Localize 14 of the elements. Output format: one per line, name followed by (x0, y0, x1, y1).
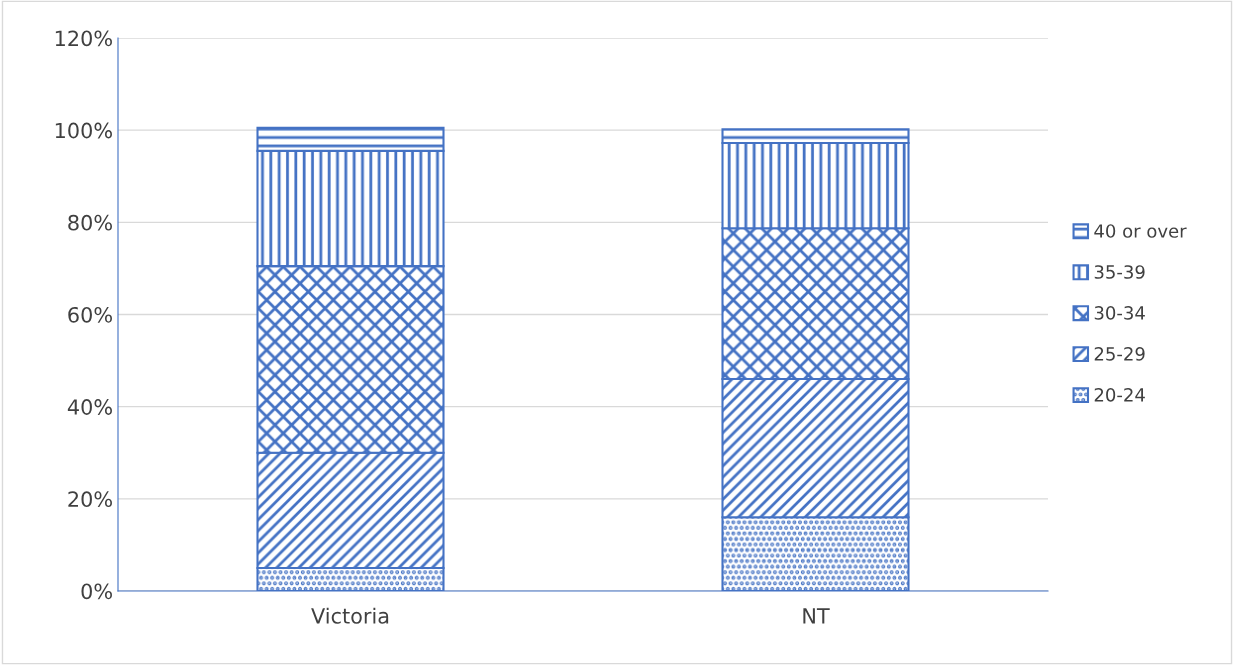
legend-label: 40 or over (1094, 224, 1187, 238)
y-tick-label: 20% (68, 491, 112, 508)
y-tick-label: 60% (68, 306, 112, 323)
legend-label: 35-39 (1094, 265, 1145, 279)
x-tick-label: Victoria (311, 607, 389, 624)
x-tick-label: NT (803, 608, 830, 624)
legend-label: 20-24 (1094, 387, 1145, 402)
y-tick-label: 100% (55, 122, 112, 139)
legend-label: 30-34 (1094, 306, 1145, 320)
y-tick-label: 80% (68, 214, 112, 231)
legend-label: 25-29 (1094, 347, 1145, 361)
y-tick-label: 40% (67, 399, 112, 415)
y-tick-label: 120% (55, 30, 112, 47)
y-tick-label: 0% (81, 583, 112, 600)
